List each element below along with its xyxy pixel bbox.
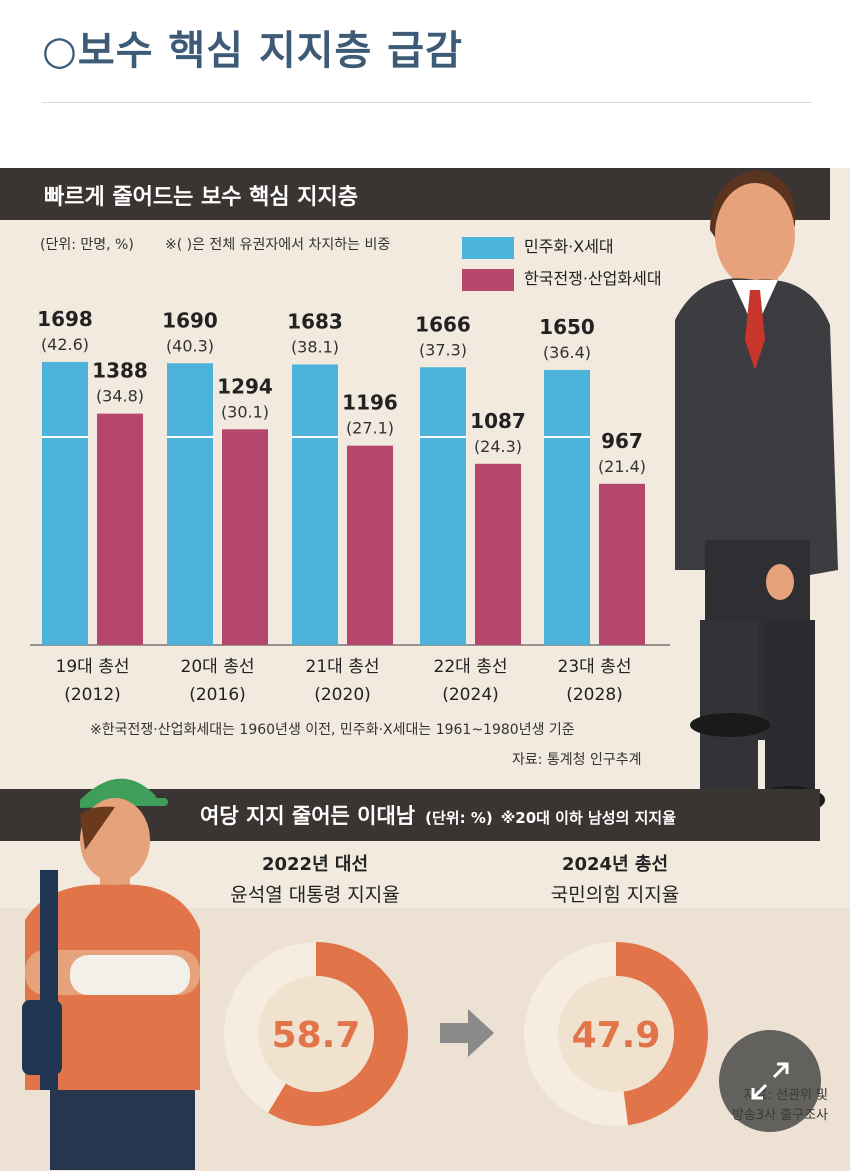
category-year-3: (2024): [442, 685, 499, 705]
donut-value-label: 47.9: [572, 1015, 661, 1056]
section1-source: 자료: 통계청 인구추계: [512, 752, 642, 768]
value-label-1-1: 1294: [217, 374, 273, 398]
bar-industrialization-3: [475, 463, 521, 645]
value-label-0-3: 1666: [415, 312, 471, 336]
young-man-illustration: [22, 778, 200, 1170]
bar-democratization-2: [292, 364, 338, 645]
section2-unit: (단위: %): [425, 809, 493, 827]
bar-democratization-0: [42, 361, 88, 645]
donut-2024: 47.9: [524, 942, 708, 1126]
bar-democratization-1: [167, 363, 213, 645]
section1-footnote: ※한국전쟁·산업화세대는 1960년생 이전, 민주화·X세대는 1961~19…: [90, 722, 575, 738]
donut-hole: [258, 976, 374, 1092]
category-label-3: 22대 총선: [434, 657, 508, 677]
value-label-0-0: 1698: [37, 307, 93, 331]
category-label-0: 19대 총선: [56, 657, 130, 677]
value-label-1-4: 967: [601, 429, 643, 453]
share-label-1-2: (27.1): [346, 419, 394, 438]
election-2022-subtitle: 윤석열 대통령 지지율: [230, 884, 400, 906]
value-label-0-1: 1690: [162, 308, 218, 332]
value-label-1-0: 1388: [92, 359, 148, 383]
election-2024-title: 2024년 총선: [561, 854, 669, 875]
bar-democratization-3: [420, 367, 466, 645]
election-2024-caption: 2024년 총선 국민의힘 지지율: [500, 850, 730, 907]
expand-button[interactable]: [719, 1030, 821, 1132]
donut-slice: [616, 942, 708, 1126]
bar-industrialization-0: [97, 413, 143, 645]
share-label-1-0: (34.8): [96, 387, 144, 406]
category-label-4: 23대 총선: [558, 657, 632, 677]
right-arrow-icon: [440, 1009, 494, 1057]
legend-swatch-blue: [462, 236, 514, 259]
donut-hole: [558, 976, 674, 1092]
share-label-0-2: (38.1): [291, 337, 339, 356]
election-2022-title: 2022년 대선: [261, 854, 369, 875]
section1-heading-band: 빠르게 줄어드는 보수 핵심 지지층: [0, 168, 830, 220]
donut-slice: [268, 942, 408, 1126]
section2-note: ※20대 이하 남성의 지지율: [500, 809, 677, 827]
page-title: ○보수 핵심 지지층 급감: [42, 28, 463, 74]
share-label-1-4: (21.4): [598, 457, 646, 476]
legend-label-industrialization: 한국전쟁·산업화세대: [524, 269, 662, 288]
value-label-0-2: 1683: [287, 309, 343, 333]
category-year-4: (2028): [566, 685, 623, 705]
share-label-0-1: (40.3): [166, 336, 214, 355]
value-label-1-2: 1196: [342, 391, 398, 415]
bar-industrialization-4: [599, 483, 645, 645]
share-label-1-3: (24.3): [474, 437, 522, 456]
legend-item-democratization: 민주화·X세대: [462, 233, 614, 259]
section2-heading: 여당 지지 줄어든 이대남: [200, 804, 416, 828]
bar-democratization-4: [544, 369, 590, 645]
category-label-2: 21대 총선: [306, 657, 380, 677]
donut-2022: 58.7: [224, 942, 408, 1126]
election-2024-subtitle: 국민의힘 지지율: [550, 884, 680, 906]
share-label-0-4: (36.4): [543, 343, 591, 362]
chart-unit: (단위: 만명, %): [40, 237, 134, 253]
donut-value-label: 58.7: [272, 1015, 361, 1056]
value-label-0-4: 1650: [539, 315, 595, 339]
section1-heading: 빠르게 줄어드는 보수 핵심 지지층: [44, 185, 358, 210]
legend-label-democratization: 민주화·X세대: [524, 237, 614, 256]
share-note: ※( )은 전체 유권자에서 차지하는 비중: [165, 237, 391, 253]
category-year-2: (2020): [314, 685, 371, 705]
expand-arrows-icon: [751, 1062, 789, 1100]
share-label-0-3: (37.3): [419, 340, 467, 359]
generation-bar-chart: 1698 (42.6)1388 (34.8) 19대 총선 (2012) 1690 (40.…: [30, 307, 670, 705]
value-label-1-3: 1087: [470, 409, 526, 433]
older-man-illustration: [675, 170, 838, 814]
share-label-0-0: (42.6): [41, 335, 89, 354]
category-year-0: (2012): [64, 685, 121, 705]
title-divider: [42, 102, 812, 103]
category-label-1: 20대 총선: [181, 657, 255, 677]
election-2022-caption: 2022년 대선 윤석열 대통령 지지율: [200, 850, 430, 907]
legend-swatch-magenta: [462, 268, 514, 291]
bar-industrialization-2: [347, 445, 393, 645]
legend-item-industrialization: 한국전쟁·산업화세대: [462, 265, 662, 291]
share-label-1-1: (30.1): [221, 402, 269, 421]
bar-industrialization-1: [222, 429, 268, 645]
category-year-1: (2016): [189, 685, 246, 705]
